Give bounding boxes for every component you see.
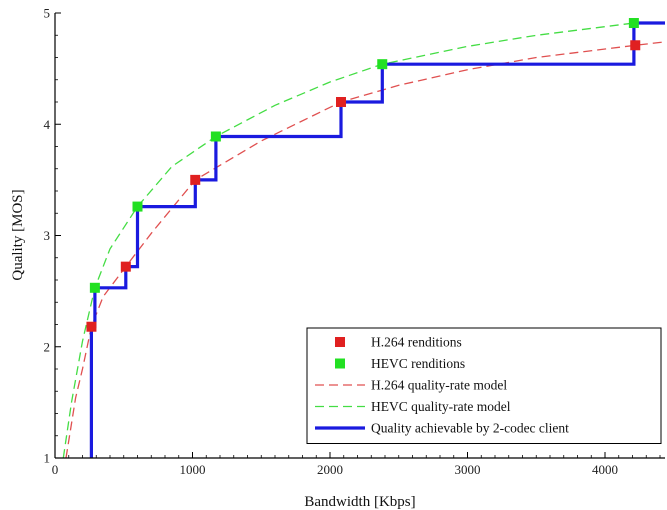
data-point-0-0	[86, 321, 97, 332]
legend-marker-1	[335, 358, 345, 369]
legend-label-1: HEVC renditions	[371, 356, 465, 371]
data-point-1-1	[132, 201, 143, 212]
legend-label-3: HEVC quality-rate model	[371, 399, 511, 414]
data-point-0-3	[336, 97, 346, 107]
y-tick-label: 1	[44, 451, 51, 466]
data-point-1-0	[89, 282, 100, 293]
legend-marker-0	[335, 337, 345, 347]
legend-label-4: Quality achievable by 2-codec client	[371, 421, 569, 436]
y-tick-label: 4	[44, 117, 51, 132]
legend-label-0: H.264 renditions	[371, 335, 462, 350]
data-point-0-2	[190, 174, 201, 185]
legend-label-2: H.264 quality-rate model	[371, 378, 507, 393]
x-axis-title: Bandwidth [Kbps]	[304, 494, 415, 510]
data-point-1-2	[210, 131, 221, 142]
x-tick-label: 2000	[317, 462, 343, 477]
axes-layer	[54, 12, 665, 459]
data-point-1-3	[377, 59, 388, 70]
x-tick-label: 4000	[592, 462, 618, 477]
x-tick-label: 3000	[455, 462, 481, 477]
y-tick-label: 5	[44, 6, 51, 21]
y-tick-label: 3	[44, 228, 51, 243]
legend: H.264 renditions HEVC renditions H.264 qua…	[306, 327, 662, 444]
tick-labels: 0 1000 2000 3000 4000 1 2 3 4 5	[44, 6, 619, 478]
data-point-0-4	[630, 40, 641, 51]
x-tick-label: 1000	[180, 462, 206, 477]
y-axis-title: Quality [MOS]	[10, 189, 26, 280]
x-tick-label: 0	[52, 462, 59, 477]
legend-box	[306, 327, 662, 444]
data-point-1-4	[628, 18, 639, 29]
data-point-0-1	[120, 261, 131, 272]
y-tick-label: 2	[44, 339, 51, 354]
series-layer	[62, 18, 665, 458]
